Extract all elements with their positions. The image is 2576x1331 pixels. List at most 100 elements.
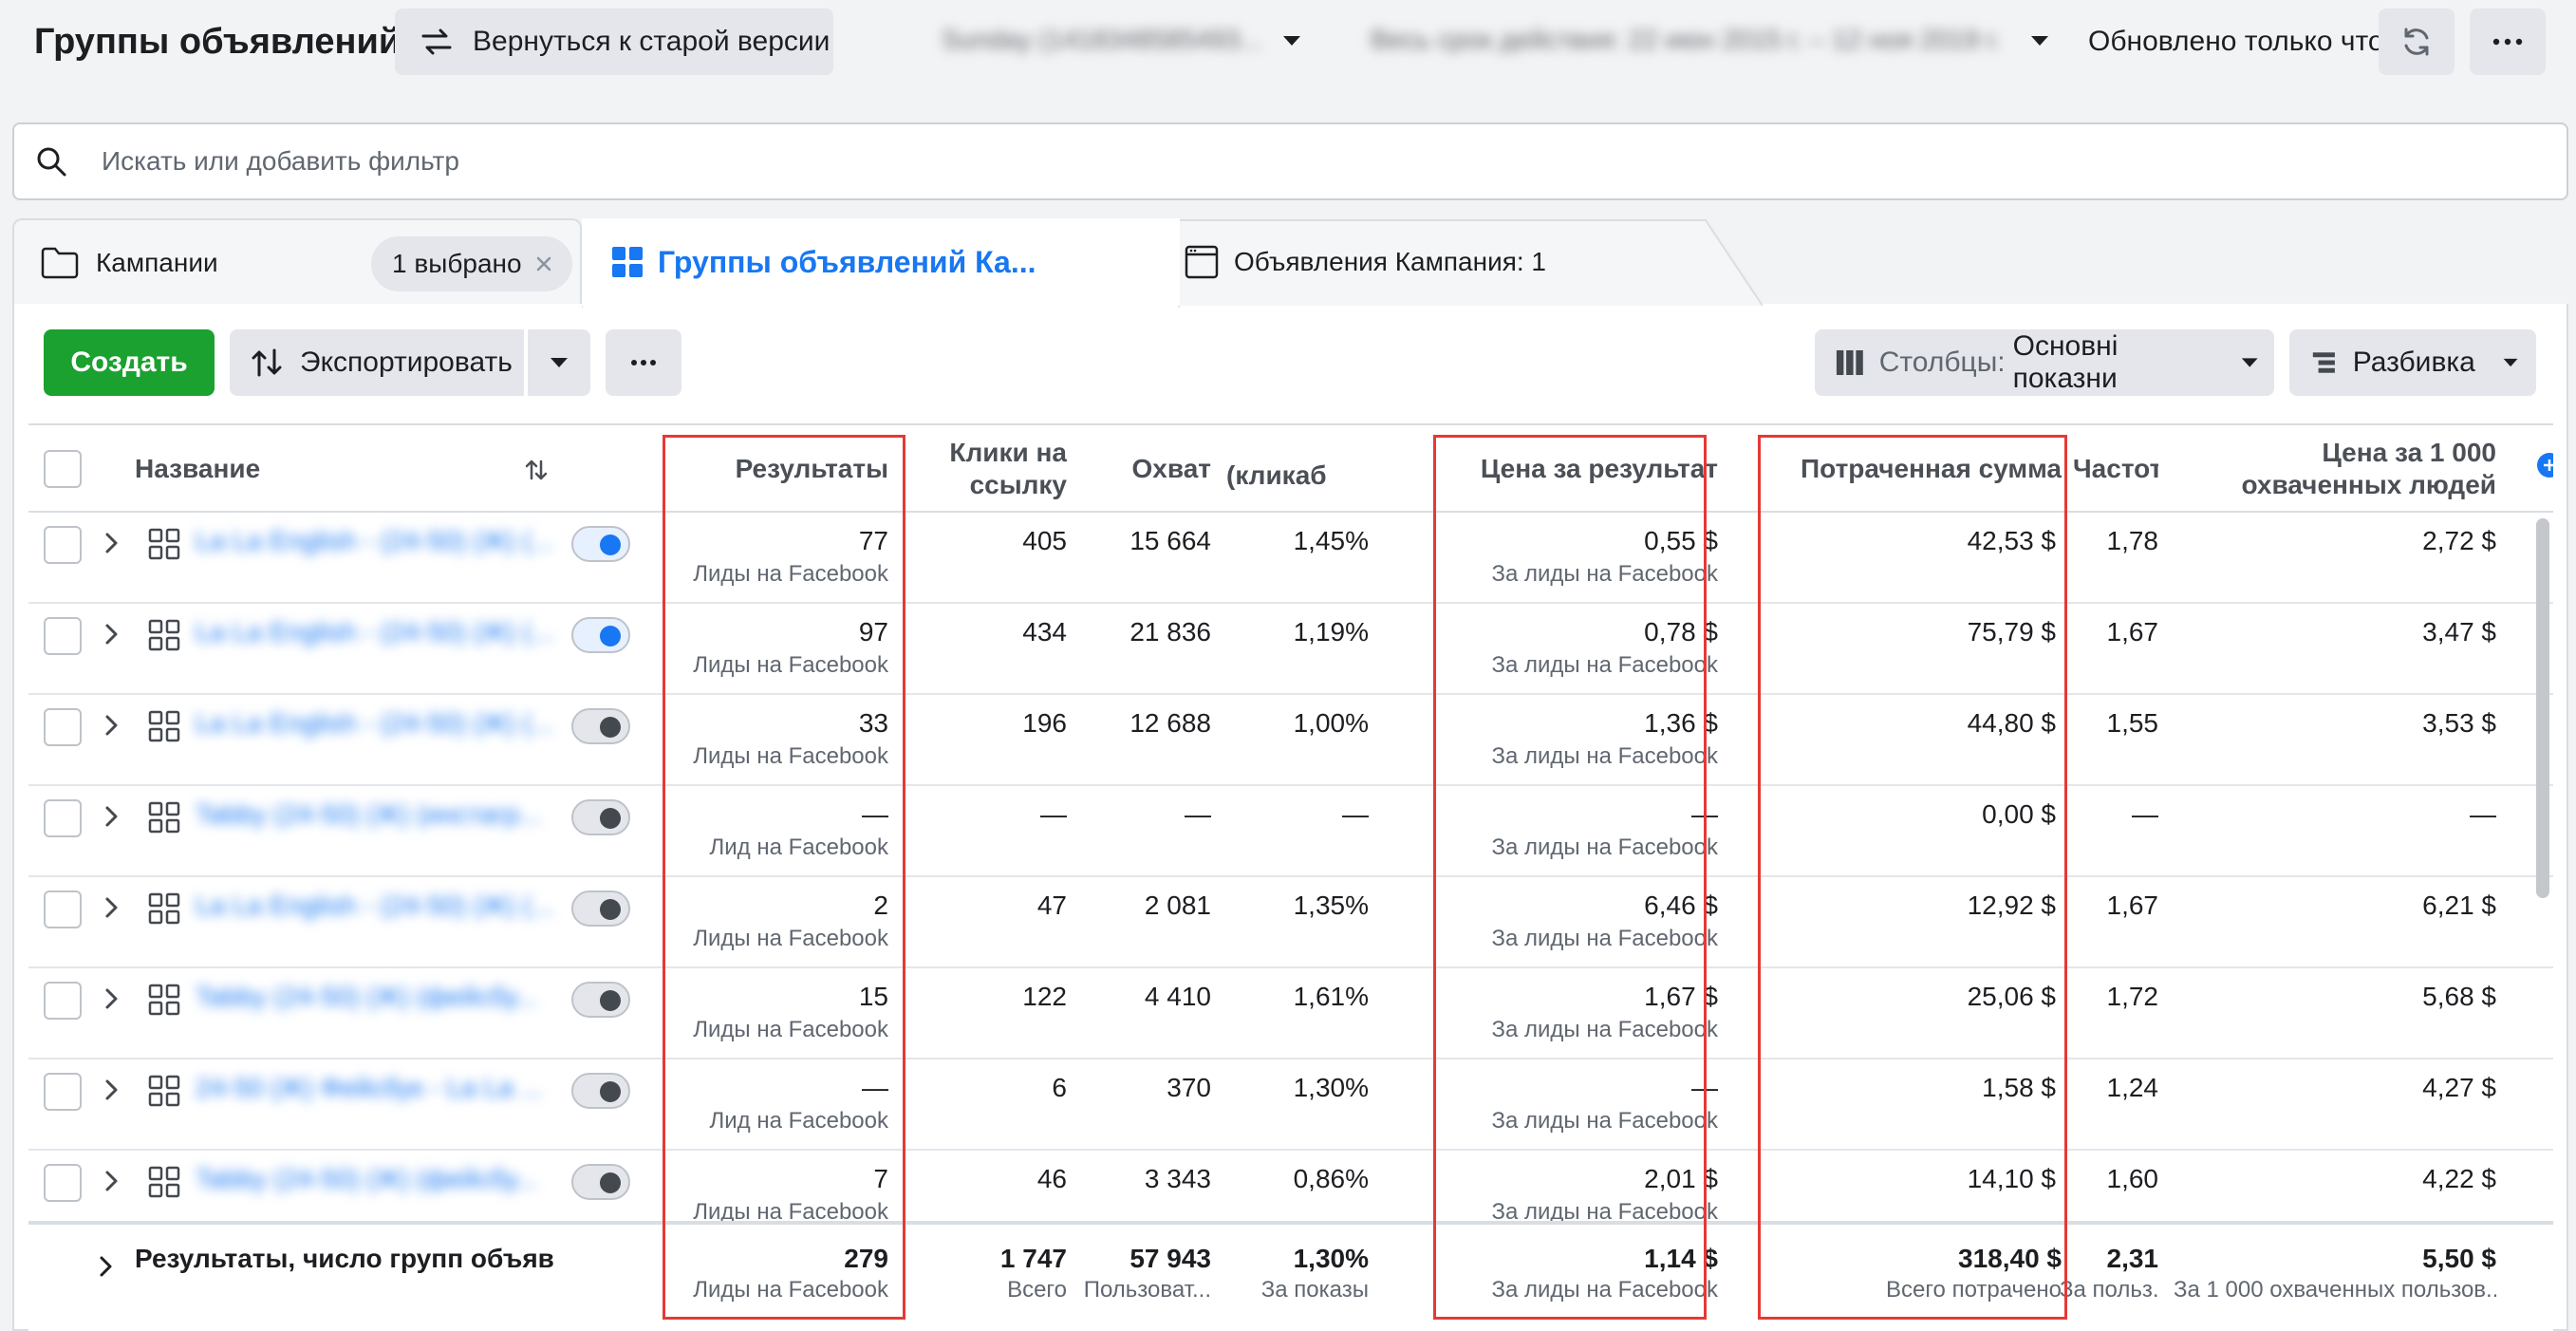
chevron-right-icon[interactable] bbox=[104, 532, 120, 554]
chevron-right-icon[interactable] bbox=[104, 896, 120, 919]
chevron-right-icon[interactable] bbox=[104, 987, 120, 1010]
cell-cost-per-result-sub: За лиды на Facebook bbox=[1491, 1199, 1718, 1225]
chevron-right-icon[interactable] bbox=[99, 1255, 114, 1278]
account-selector[interactable]: Sunday (1418348585493... bbox=[942, 25, 1262, 54]
cell-results-sub: Лиды на Facebook bbox=[693, 926, 888, 951]
row-checkbox[interactable] bbox=[44, 799, 82, 837]
table-row[interactable]: La La English - (24-50) (Ж) (... 2 Лиды на… bbox=[28, 877, 2553, 968]
page-title: Группы объявлений bbox=[34, 22, 401, 62]
date-caret-icon[interactable] bbox=[2029, 34, 2050, 47]
account-caret-icon[interactable] bbox=[1281, 34, 1302, 47]
toolbar-more-button[interactable] bbox=[606, 329, 681, 396]
ad-set-toggle[interactable] bbox=[571, 799, 630, 835]
ad-set-name-link[interactable]: La La English - (24-50) (Ж) (... bbox=[196, 708, 554, 738]
more-dots-icon bbox=[631, 360, 656, 366]
col-header-results[interactable]: Результаты bbox=[735, 454, 888, 483]
select-all-checkbox[interactable] bbox=[44, 450, 82, 488]
ad-set-toggle[interactable] bbox=[571, 526, 630, 562]
ad-set-toggle[interactable] bbox=[571, 617, 630, 653]
row-checkbox[interactable] bbox=[44, 617, 82, 655]
totals-ctr-sub: За показы bbox=[1260, 1277, 1369, 1303]
row-checkbox[interactable] bbox=[44, 708, 82, 746]
ad-set-name-link[interactable]: 24-50 (Ж) Фейсбук - La La ... bbox=[196, 1073, 543, 1102]
tab-adsets[interactable]: Группы объявлений Ка... bbox=[582, 218, 1180, 306]
col-header-cpm[interactable]: Цена за 1 000 охваченных людей bbox=[2174, 425, 2496, 513]
ad-set-grid-icon bbox=[148, 892, 180, 925]
table-row[interactable]: La La English - (24-50) (Ж) (... 33 Лиды н… bbox=[28, 695, 2553, 786]
add-column-icon[interactable] bbox=[2536, 452, 2553, 478]
ad-set-toggle[interactable] bbox=[571, 982, 630, 1018]
totals-label: Результаты, число групп объяв bbox=[135, 1244, 554, 1273]
refresh-button[interactable] bbox=[2379, 9, 2455, 75]
columns-button[interactable]: Столбцы: Основні показни bbox=[1815, 329, 2274, 396]
chevron-right-icon[interactable] bbox=[104, 1078, 120, 1101]
table-row[interactable]: La La English - (24-50) (Ж) (... 97 Лиды н… bbox=[28, 604, 2553, 695]
totals-cpm-sub: За 1 000 охваченных пользов... bbox=[2174, 1277, 2496, 1303]
col-header-reach[interactable]: Охват bbox=[1131, 454, 1211, 483]
table-row[interactable]: Tabby (24-50) (Ж) (инстагр... — Лид на Fac… bbox=[28, 786, 2553, 877]
col-header-cost-per-result[interactable]: Цена за результат bbox=[1480, 454, 1718, 483]
col-header-ctr[interactable]: (кликаб bbox=[1226, 460, 1327, 490]
ad-set-grid-icon bbox=[148, 1166, 180, 1198]
tab-campaigns-label: Кампании bbox=[96, 248, 218, 277]
export-button[interactable]: Экспортировать bbox=[230, 329, 524, 396]
create-button[interactable]: Создать bbox=[44, 329, 215, 396]
row-checkbox[interactable] bbox=[44, 526, 82, 564]
export-dropdown-button[interactable] bbox=[528, 329, 590, 396]
chevron-right-icon[interactable] bbox=[104, 714, 120, 737]
date-range-selector[interactable]: Весь срок действия: 22 июн 2015 г. – 12 … bbox=[1371, 25, 2001, 54]
ad-set-name-link[interactable]: Tabby (24-50) (Ж) (фейсбу... bbox=[196, 1164, 538, 1193]
toggle-knob bbox=[600, 626, 621, 647]
ad-set-name-link[interactable]: La La English - (24-50) (Ж) (... bbox=[196, 617, 554, 647]
row-checkbox[interactable] bbox=[44, 890, 82, 928]
table-row[interactable]: La La English - (24-50) (Ж) (... 77 Лиды н… bbox=[28, 513, 2553, 604]
cell-ctr: 1,00% bbox=[1293, 708, 1369, 738]
chevron-right-icon[interactable] bbox=[104, 805, 120, 828]
chevron-down-icon bbox=[2241, 358, 2258, 367]
breakdown-button[interactable]: Разбивка bbox=[2289, 329, 2536, 396]
vertical-scrollbar[interactable] bbox=[2536, 518, 2549, 898]
export-label: Экспортировать bbox=[300, 347, 513, 378]
cell-reach: 21 836 bbox=[1129, 617, 1211, 647]
ad-set-toggle[interactable] bbox=[571, 1073, 630, 1109]
tab-campaigns[interactable]: Кампании 1 выбрано bbox=[12, 218, 582, 306]
clear-selection-icon[interactable] bbox=[535, 255, 552, 272]
sort-icon[interactable] bbox=[524, 458, 549, 482]
ad-set-name-link[interactable]: Tabby (24-50) (Ж) (фейсбу... bbox=[196, 982, 538, 1011]
more-options-button[interactable] bbox=[2470, 9, 2546, 75]
columns-icon bbox=[1836, 349, 1863, 376]
ad-set-toggle[interactable] bbox=[571, 708, 630, 744]
chevron-right-icon[interactable] bbox=[104, 623, 120, 646]
cell-results-sub: Лиды на Facebook bbox=[693, 1017, 888, 1042]
row-checkbox[interactable] bbox=[44, 982, 82, 1020]
cell-results-sub: Лиды на Facebook bbox=[693, 1199, 888, 1225]
totals-results-sub: Лиды на Facebook bbox=[693, 1277, 888, 1303]
ad-set-name-link[interactable]: La La English - (24-50) (Ж) (... bbox=[196, 890, 554, 920]
cell-frequency: 1,78 bbox=[2106, 526, 2159, 555]
search-input[interactable] bbox=[102, 146, 2474, 177]
breakdown-icon bbox=[2312, 352, 2335, 373]
cell-ctr: 1,35% bbox=[1293, 890, 1369, 920]
ad-set-toggle[interactable] bbox=[571, 890, 630, 927]
col-header-amount-spent[interactable]: Потраченная сумма bbox=[1801, 454, 2062, 483]
ad-set-toggle[interactable] bbox=[571, 1164, 630, 1200]
ad-set-name-link[interactable]: Tabby (24-50) (Ж) (инстагр... bbox=[196, 799, 542, 829]
top-bar: Группы объявлений Вернуться к старой вер… bbox=[0, 0, 2576, 84]
table-row[interactable]: 24-50 (Ж) Фейсбук - La La ... — Лид на Fac… bbox=[28, 1059, 2553, 1151]
col-header-name[interactable]: Название bbox=[135, 454, 261, 483]
ad-set-name-link[interactable]: La La English - (24-50) (Ж) (... bbox=[196, 526, 554, 555]
columns-prefix: Столбцы: bbox=[1878, 347, 2006, 378]
row-checkbox[interactable] bbox=[44, 1073, 82, 1111]
cell-cpm: 2,72 $ bbox=[2422, 526, 2496, 555]
table-row[interactable]: Tabby (24-50) (Ж) (фейсбу... 15 Лиды на Fa… bbox=[28, 968, 2553, 1059]
col-header-clicks[interactable]: Клики на ссылку bbox=[902, 425, 1067, 513]
chevron-right-icon[interactable] bbox=[104, 1170, 120, 1192]
old-version-button[interactable]: Вернуться к старой версии bbox=[395, 9, 833, 75]
cell-ctr: 1,61% bbox=[1293, 982, 1369, 1011]
tab-ads[interactable]: Объявления Кампания: 1 bbox=[1185, 218, 1754, 306]
row-checkbox[interactable] bbox=[44, 1164, 82, 1202]
toggle-knob bbox=[600, 899, 621, 920]
col-header-frequency[interactable]: Частота bbox=[2073, 454, 2158, 483]
selected-pill[interactable]: 1 выбрано bbox=[371, 236, 572, 291]
totals-cpm: 5,50 $ bbox=[2422, 1244, 2496, 1273]
